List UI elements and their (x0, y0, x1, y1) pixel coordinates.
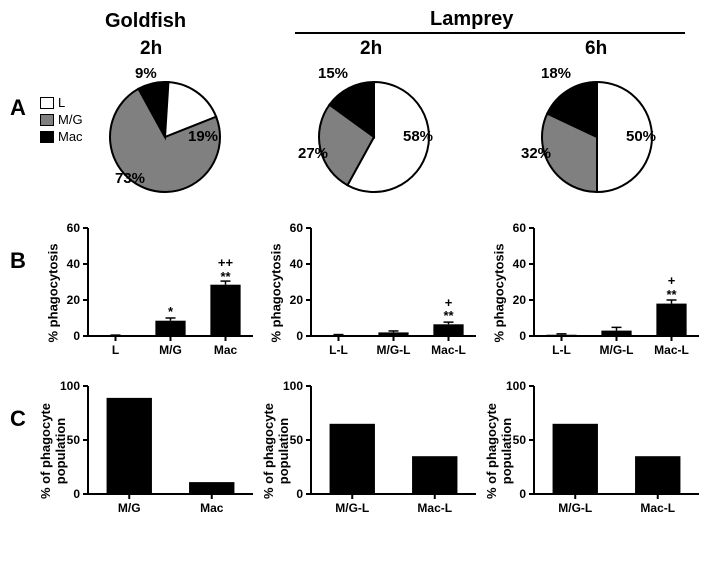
significance-annotation: * (168, 305, 173, 319)
svg-text:50: 50 (290, 433, 304, 447)
svg-text:60: 60 (513, 221, 527, 235)
pie-lamprey-6h: 50% 32% 18% (486, 65, 709, 210)
bar-chart: 050100M/GMac (40, 376, 263, 526)
significance-annotation: +** (666, 274, 676, 301)
pie-chart (263, 65, 486, 210)
bar (107, 398, 152, 494)
svg-text:Mac: Mac (214, 343, 238, 357)
bar (635, 456, 680, 494)
svg-text:50: 50 (67, 433, 81, 447)
svg-text:50: 50 (513, 433, 527, 447)
y-axis-label: % of phagocyte population (261, 376, 291, 526)
svg-text:M/G-L: M/G-L (377, 343, 411, 357)
svg-text:L-L: L-L (329, 343, 348, 357)
bar (155, 321, 185, 336)
svg-text:0: 0 (73, 487, 80, 501)
y-axis-label: % of phagocyte population (38, 376, 68, 526)
y-axis-label: % phagocytosis (46, 218, 61, 368)
pie-goldfish-2h: LM/GMac 19%73%9% (40, 65, 263, 210)
bar (433, 324, 463, 336)
svg-text:Mac: Mac (200, 501, 224, 515)
bar (656, 304, 686, 336)
bar-chart: 0 20 40 60 L M/G Mac (40, 218, 263, 368)
svg-text:0: 0 (296, 329, 303, 343)
lamprey-6h-title: 6h (585, 38, 607, 60)
lamprey-underline (295, 32, 685, 34)
svg-text:0: 0 (519, 487, 526, 501)
pie-slice-label: 19% (188, 128, 218, 145)
pie-slice-label: 18% (541, 65, 571, 82)
row-c: C 050100M/GMac% of phagocyte population … (10, 376, 711, 526)
svg-text:60: 60 (290, 221, 304, 235)
svg-text:M/G-L: M/G-L (558, 501, 592, 515)
svg-text:M/G: M/G (118, 501, 141, 515)
svg-text:Mac-L: Mac-L (431, 343, 466, 357)
pie-slice-label: 73% (115, 170, 145, 187)
svg-text:20: 20 (67, 293, 81, 307)
y-axis-label: % phagocytosis (269, 218, 284, 368)
svg-text:L: L (112, 343, 119, 357)
bar-b-lamprey-6h: 0 20 40 60 L-L M/G-L Mac-L % phagocytosis +** (486, 218, 709, 368)
goldfish-2h-title: 2h (140, 38, 162, 60)
y-axis-label: % phagocytosis (492, 218, 507, 368)
bar-chart: 050100M/G-LMac-L (486, 376, 709, 526)
bar (553, 424, 598, 494)
svg-text:20: 20 (513, 293, 527, 307)
row-c-label: C (10, 376, 40, 432)
bar-c-goldfish-2h: 050100M/GMac% of phagocyte population (40, 376, 263, 526)
row-a-label: A (10, 65, 40, 121)
svg-text:M/G-L: M/G-L (600, 343, 634, 357)
bar (601, 331, 631, 336)
pie-slice-label: 9% (135, 65, 157, 82)
bar-c-lamprey-2h: 050100M/G-LMac-L% of phagocyte populatio… (263, 376, 486, 526)
pie-slice-label: 27% (298, 145, 328, 162)
bar-c-lamprey-6h: 050100M/G-LMac-L% of phagocyte populatio… (486, 376, 709, 526)
pie-lamprey-2h: 58% 27% 15% (263, 65, 486, 210)
column-headers: Goldfish Lamprey 2h 2h 6h (10, 10, 711, 65)
significance-annotation: ++** (218, 256, 233, 283)
svg-text:40: 40 (67, 257, 81, 271)
svg-text:40: 40 (513, 257, 527, 271)
pie-slice-label: 50% (626, 128, 656, 145)
pie-slice-label: 58% (403, 128, 433, 145)
bar-b-lamprey-2h: 0 20 40 60 L-L M/G-L Mac-L % phagocytosis +** (263, 218, 486, 368)
bar (378, 332, 408, 336)
svg-text:Mac-L: Mac-L (640, 501, 675, 515)
svg-text:0: 0 (73, 329, 80, 343)
y-axis-label: % of phagocyte population (484, 376, 514, 526)
row-a: A LM/GMac 19%73%9% 58%27%15% 50%32%18% (10, 65, 711, 210)
pie-chart (40, 65, 263, 210)
svg-text:M/G-L: M/G-L (335, 501, 369, 515)
svg-text:0: 0 (296, 487, 303, 501)
svg-text:0: 0 (519, 329, 526, 343)
svg-text:Mac-L: Mac-L (654, 343, 689, 357)
bar (189, 482, 234, 494)
pie-slice-label: 32% (521, 145, 551, 162)
svg-text:60: 60 (67, 221, 81, 235)
goldfish-title: Goldfish (105, 10, 186, 33)
svg-text:L-L: L-L (552, 343, 571, 357)
lamprey-title: Lamprey (430, 8, 513, 31)
bar (546, 335, 576, 336)
pie-chart (486, 65, 709, 210)
figure: Goldfish Lamprey 2h 2h 6h A L M/G Mac 19% 7… (10, 10, 711, 526)
svg-text:Mac-L: Mac-L (417, 501, 452, 515)
svg-text:40: 40 (290, 257, 304, 271)
pie-slice-label: 15% (318, 65, 348, 82)
svg-text:20: 20 (290, 293, 304, 307)
bar (330, 424, 375, 494)
bar (210, 285, 240, 336)
bar-b-goldfish-2h: 0 20 40 60 L M/G Mac % phagocytosis * ++** (40, 218, 263, 368)
bar-chart: 050100M/G-LMac-L (263, 376, 486, 526)
significance-annotation: +** (443, 296, 453, 323)
bar (412, 456, 457, 494)
lamprey-2h-title: 2h (360, 38, 382, 60)
bar-chart: 0 20 40 60 L-L M/G-L Mac-L (263, 218, 486, 368)
svg-text:M/G: M/G (159, 343, 182, 357)
row-b: B 0 20 40 60 L M/G Mac % phagocytosis * ++** 0 20 4… (10, 218, 711, 368)
row-b-label: B (10, 218, 40, 274)
